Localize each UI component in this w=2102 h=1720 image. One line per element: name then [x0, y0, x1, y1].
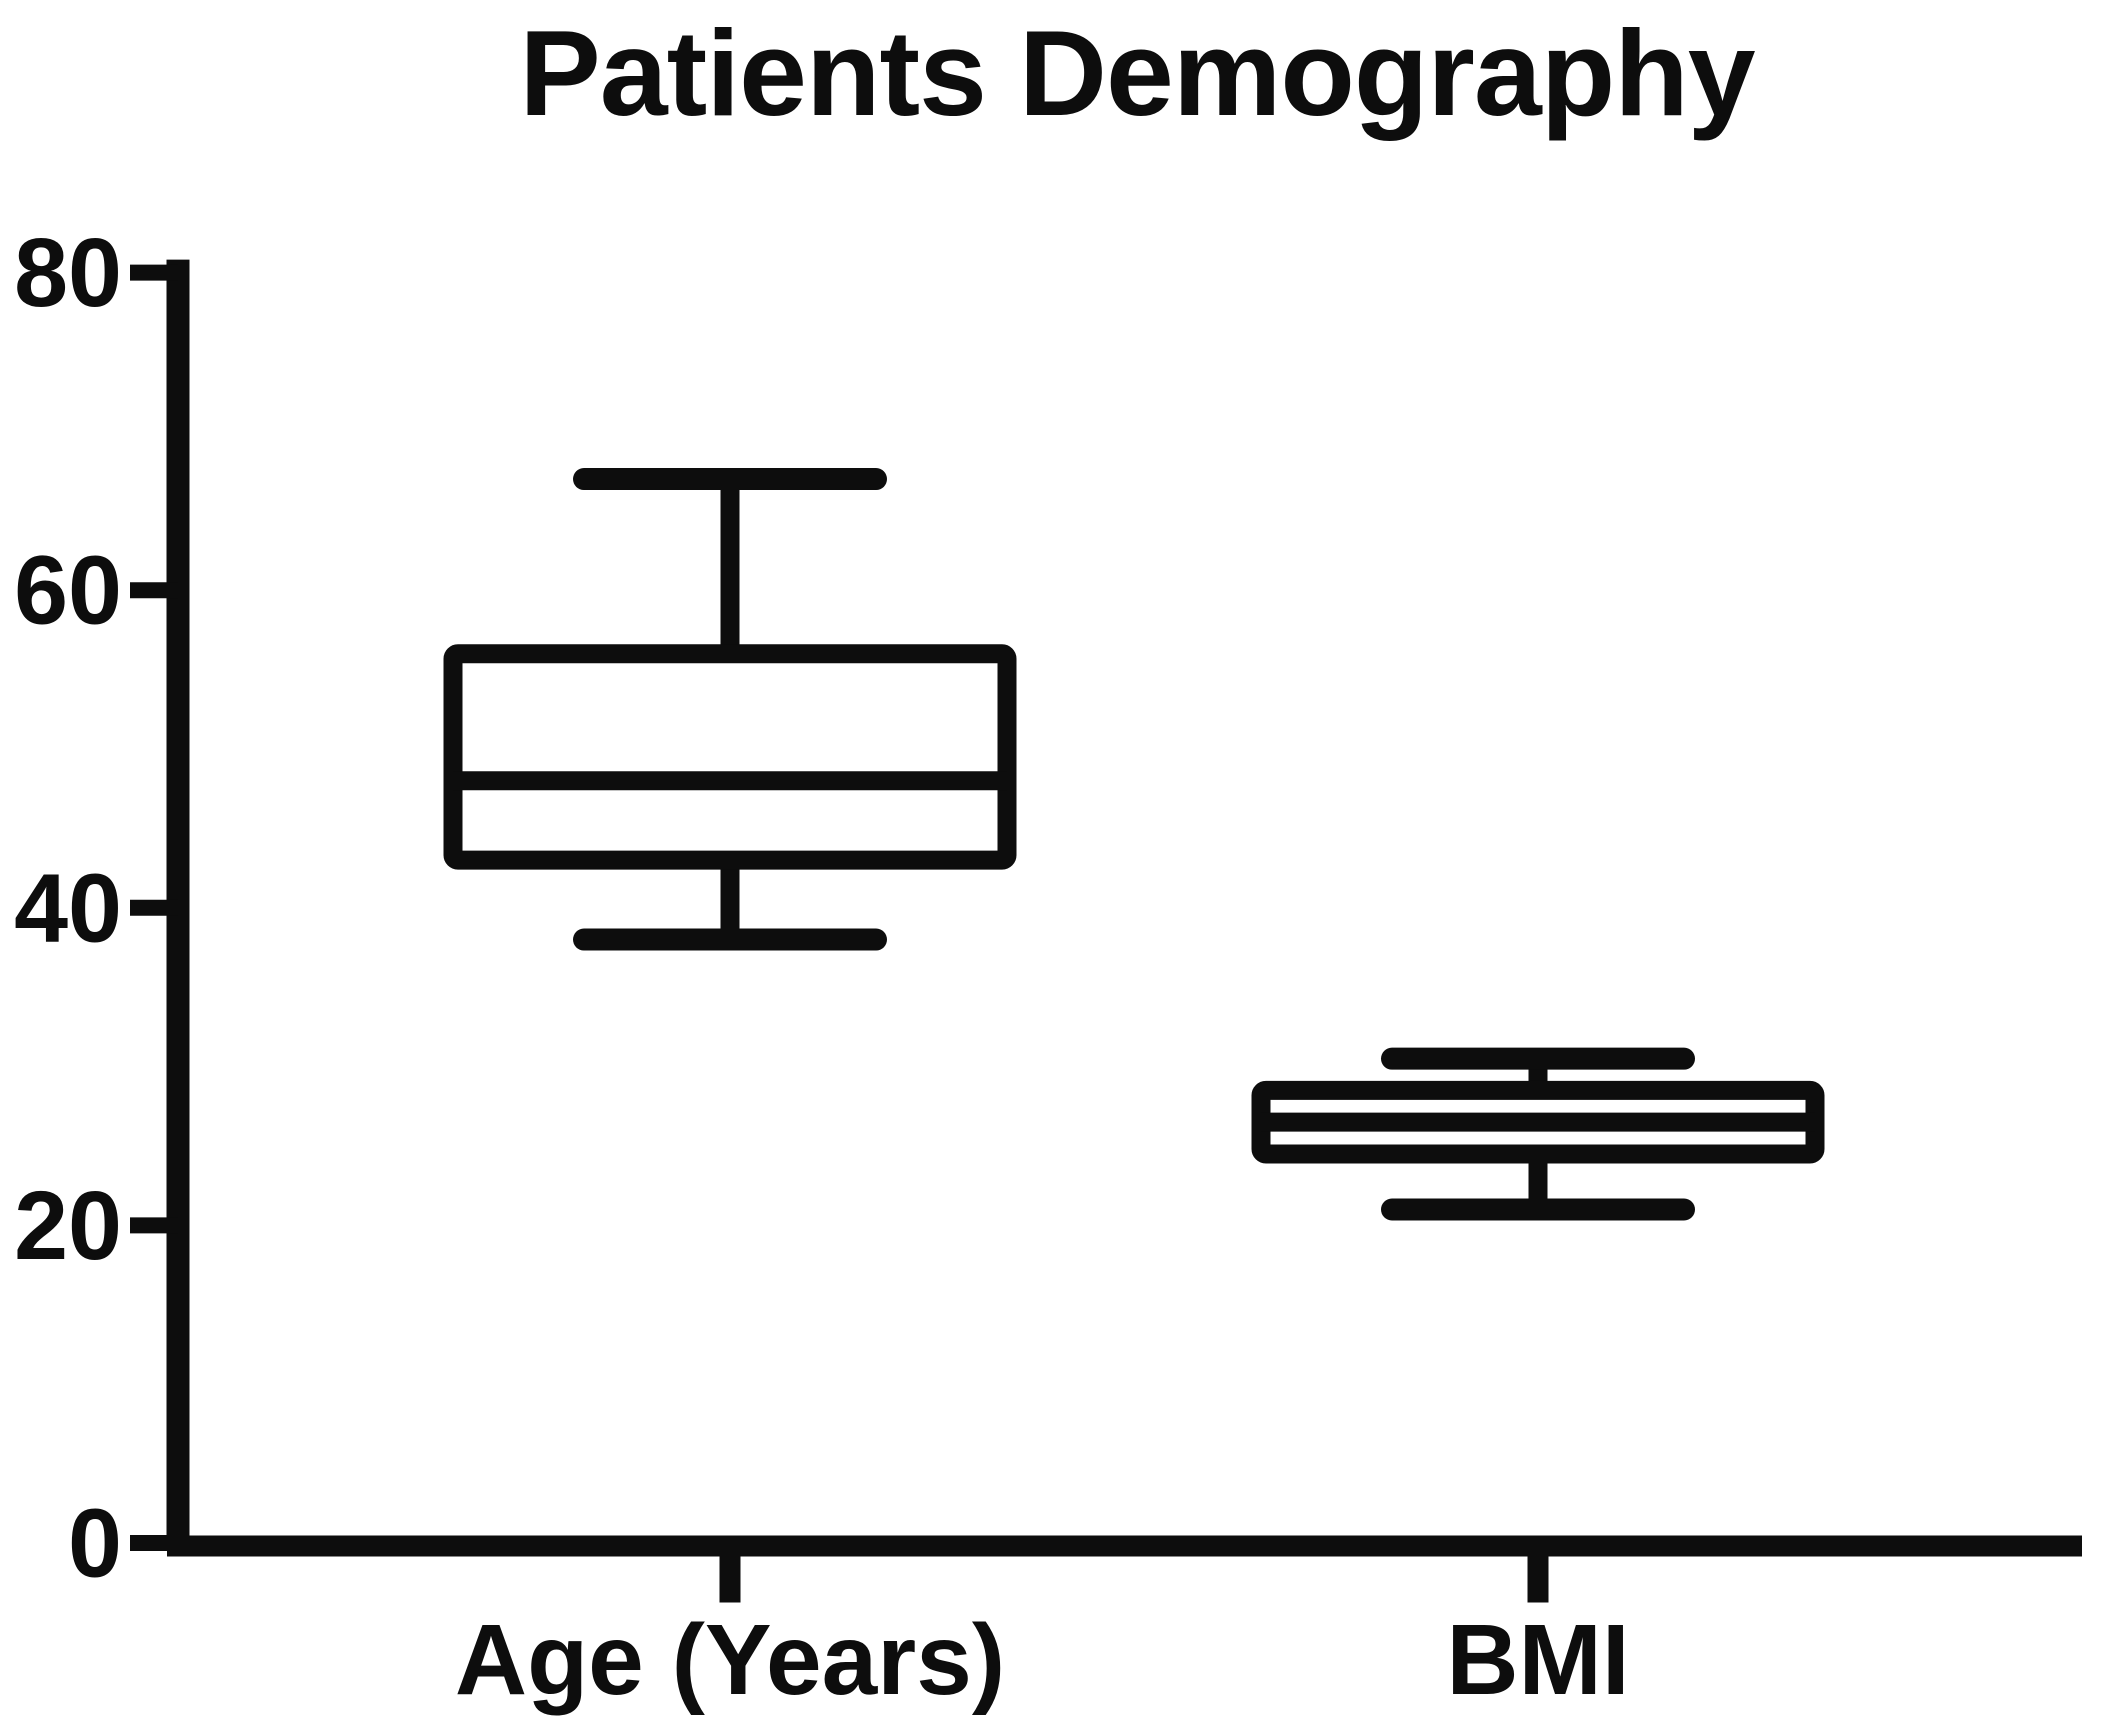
box-plots	[443, 468, 1825, 1221]
y-axis: 80 60 40 20 0	[14, 218, 190, 1598]
x-category-label-age-years: Age (Years)	[455, 1604, 1005, 1716]
iqr-box	[443, 644, 1017, 870]
x-category-label-bmi: BMI	[1446, 1604, 1629, 1716]
y-tick-label-0: 0	[68, 1489, 122, 1598]
y-tick-label-80: 80	[14, 218, 122, 327]
y-tick-label-40: 40	[14, 853, 122, 962]
box-plot-age-years	[443, 468, 1017, 951]
chart-title: Patients Demography	[519, 5, 1755, 141]
box-plot-bmi	[1251, 1047, 1825, 1221]
x-axis: Age (Years) BMI	[167, 1535, 2082, 1716]
y-tick-label-60: 60	[14, 536, 122, 645]
y-tick-label-20: 20	[14, 1171, 122, 1280]
